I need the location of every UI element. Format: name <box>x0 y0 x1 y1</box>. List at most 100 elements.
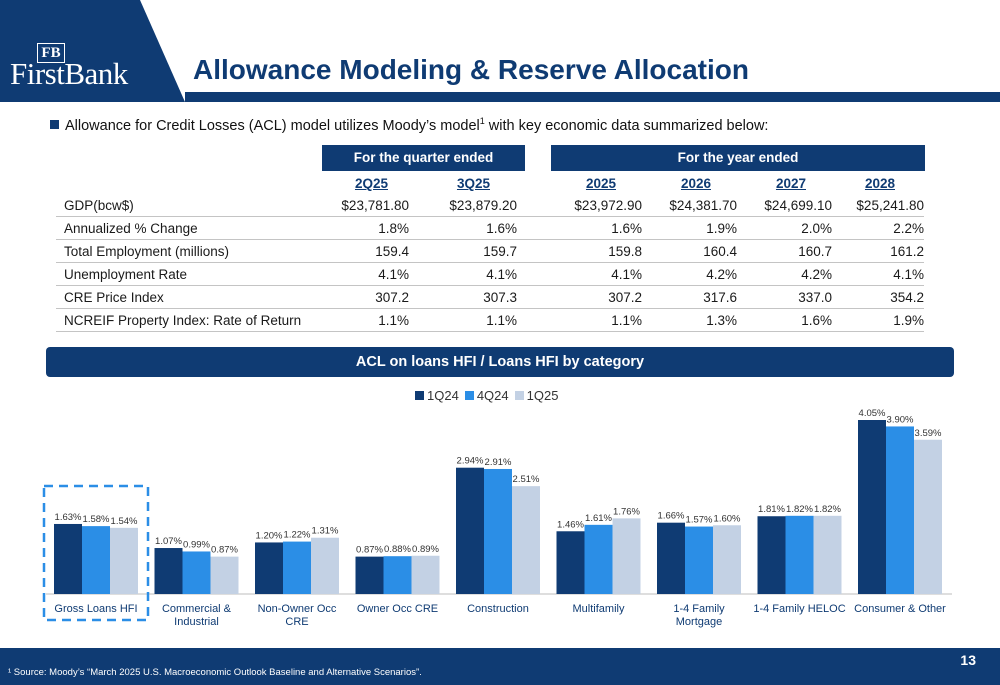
column-header: 2025 <box>585 176 616 191</box>
intro-bullet: Allowance for Credit Losses (ACL) model … <box>50 116 768 134</box>
data-label: 2.94% <box>457 456 484 467</box>
acl-chart-banner: ACL on loans HFI / Loans HFI by category <box>46 347 954 377</box>
category-label: Non-Owner Occ <box>258 603 337 615</box>
table-row: Total Employment (millions) 159.4 159.7 159… <box>56 239 924 263</box>
bar <box>255 542 283 594</box>
column-header: 2Q25 <box>354 176 388 191</box>
table-cell: 307.3 <box>409 285 517 309</box>
table-cell: 1.9% <box>832 308 924 332</box>
data-label: 0.99% <box>183 539 210 550</box>
year-header: For the year ended <box>551 145 925 171</box>
bar <box>411 555 440 594</box>
row-label: Annualized % Change <box>56 216 334 240</box>
table-cell: 1.1% <box>409 308 517 332</box>
bar <box>283 541 311 594</box>
data-label: 1.46% <box>557 519 584 530</box>
data-label: 1.31% <box>312 526 339 537</box>
table-row: CRE Price Index 307.2 307.3 307.2 317.6 337.0… <box>56 285 924 309</box>
row-label: Unemployment Rate <box>56 262 334 286</box>
legend-label: 1Q24 <box>427 388 459 403</box>
column-header: 2026 <box>680 176 711 191</box>
table-row: Annualized % Change 1.8% 1.6% 1.6% 1.9% 2.0% 2… <box>56 216 924 240</box>
table-cell: $23,879.20 <box>409 194 517 217</box>
highlight-box <box>42 484 150 622</box>
data-label: 3.90% <box>887 414 914 425</box>
bank-name-logo: FirstBank <box>10 56 128 91</box>
economic-data-table: GDP(bcw$) $23,781.80 $23,879.20 $23,972.90 $… <box>56 194 924 332</box>
data-label: 4.05% <box>859 408 886 419</box>
bar <box>657 522 685 594</box>
bar <box>210 556 239 594</box>
bar <box>82 526 110 594</box>
row-label: GDP(bcw$) <box>56 194 334 217</box>
intro-footnote-ref: 1 <box>479 116 485 126</box>
data-label: 1.07% <box>155 536 182 547</box>
acl-bar-chart: 1.63% 1.58% 1.54% Gross Loans HFI 1.07% 0.99%… <box>42 408 952 628</box>
legend-swatch <box>464 391 474 400</box>
intro-text-end: with key economic data summarized below: <box>484 117 769 134</box>
data-label: 0.88% <box>384 544 411 555</box>
table-cell: 4.1% <box>832 262 924 286</box>
table-cell: $25,241.80 <box>832 194 924 217</box>
table-cell: 159.7 <box>409 239 517 263</box>
legend-item: 4Q24 <box>464 388 509 403</box>
footer-band <box>0 648 1000 685</box>
bar <box>914 439 942 594</box>
table-cell: 1.1% <box>517 308 642 332</box>
data-label: 1.81% <box>758 504 785 515</box>
data-label: 1.66% <box>658 511 685 522</box>
table-cell: 1.6% <box>737 308 832 332</box>
category-label: Construction <box>467 603 529 615</box>
header-band <box>0 0 1000 102</box>
table-cell: 161.2 <box>832 239 924 263</box>
table-cell: 337.0 <box>737 285 832 309</box>
data-label: 1.58% <box>83 514 110 525</box>
bar <box>54 523 82 594</box>
source-footnote: ¹ Source: Moody’s “March 2025 U.S. Macro… <box>8 667 422 678</box>
table-cell: 160.7 <box>737 239 832 263</box>
bar <box>584 524 613 594</box>
table-cell: 4.1% <box>409 262 517 286</box>
table-cell: 317.6 <box>642 285 737 309</box>
data-label: 1.82% <box>786 504 813 515</box>
intro-text: Allowance for Credit Losses (ACL) model … <box>65 117 480 134</box>
table-row: Unemployment Rate 4.1% 4.1% 4.1% 4.2% 4.2% 4.1… <box>56 262 924 286</box>
data-label: 0.87% <box>356 545 383 556</box>
table-cell: $23,781.80 <box>334 194 409 217</box>
bar <box>713 525 741 594</box>
data-label: 1.82% <box>814 504 841 515</box>
bar <box>110 527 138 594</box>
row-label: NCREIF Property Index: Rate of Return <box>56 308 334 332</box>
row-label: CRE Price Index <box>56 285 334 309</box>
page-title: Allowance Modeling & Reserve Allocation <box>193 54 749 85</box>
table-cell: 1.9% <box>642 216 737 240</box>
bar <box>813 515 842 594</box>
table-cell: 4.1% <box>517 262 642 286</box>
page-number: 13 <box>960 652 976 668</box>
data-label: 0.87% <box>211 545 238 556</box>
data-label: 1.63% <box>55 512 82 523</box>
bar <box>556 531 585 594</box>
table-cell: 1.6% <box>409 216 517 240</box>
table-cell: 354.2 <box>832 285 924 309</box>
row-label: Total Employment (millions) <box>56 239 334 263</box>
bar <box>383 556 412 594</box>
column-header: 3Q25 <box>456 176 490 191</box>
category-label: CRE <box>285 616 308 628</box>
legend-swatch <box>514 391 524 400</box>
quarter-header: For the quarter ended <box>322 145 525 171</box>
data-label: 1.76% <box>613 506 640 517</box>
table-cell: 4.2% <box>642 262 737 286</box>
table-cell: 4.2% <box>737 262 832 286</box>
data-label: 1.57% <box>686 515 713 526</box>
table-cell: 1.1% <box>334 308 409 332</box>
category-label: Owner Occ CRE <box>357 603 438 615</box>
data-label: 2.51% <box>513 474 540 485</box>
data-label: 1.22% <box>284 530 311 541</box>
table-cell: 1.6% <box>517 216 642 240</box>
bar <box>685 526 713 594</box>
bank-monogram-logo: FB <box>37 43 65 63</box>
chart-legend: 1Q24 4Q24 1Q25 <box>415 388 564 403</box>
category-label: Consumer & Other <box>854 603 946 615</box>
bar <box>757 516 786 594</box>
